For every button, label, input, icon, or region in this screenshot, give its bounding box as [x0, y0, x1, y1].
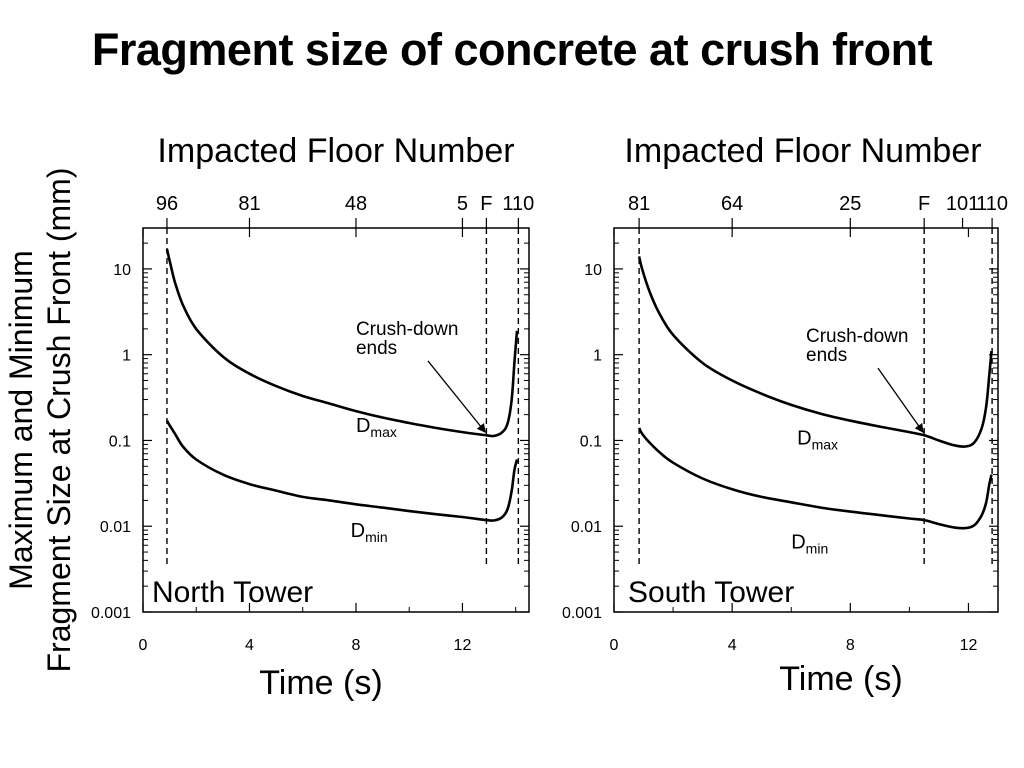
- panel-name: North Tower: [152, 576, 313, 609]
- y-tick-label: 0.001: [562, 605, 602, 622]
- series-label-subscript: max: [812, 436, 838, 452]
- top-tick-label: F: [480, 193, 492, 215]
- series-label-subscript: max: [370, 424, 396, 440]
- top-tick-label: 5: [457, 193, 468, 215]
- series-line-dmax: [165, 248, 519, 438]
- top-tick-label: 101: [946, 193, 979, 215]
- x-tick-label: 4: [728, 637, 737, 654]
- annotation-text: Crush-down: [806, 326, 908, 347]
- series-label-main: D: [791, 531, 805, 553]
- plot-frame: [142, 227, 530, 613]
- annotation-text: Crush-down: [356, 319, 458, 340]
- series-label-dmin: Dmin: [791, 531, 828, 556]
- top-tick-label: 25: [839, 193, 861, 215]
- series-label-main: D: [797, 427, 811, 449]
- y-tick-label: 10: [113, 262, 131, 279]
- top-tick-label: F: [918, 193, 930, 215]
- y-tick-label: 1: [593, 348, 602, 365]
- y-tick-label: 1: [122, 348, 131, 365]
- page-title: Fragment size of concrete at crush front: [91, 24, 933, 75]
- y-tick-label: 0.01: [100, 519, 131, 536]
- y-axis-label-line-2: Fragment Size at Crush Front (mm): [41, 168, 77, 673]
- top-tick-label: 96: [156, 193, 178, 215]
- annotation-arrow: [427, 360, 486, 433]
- x-tick-label: 4: [245, 637, 254, 654]
- y-tick-label: 0.1: [109, 433, 131, 450]
- x-axis-label: Time (s): [779, 660, 902, 698]
- series-line-dmax: [637, 256, 993, 448]
- series-label-main: D: [351, 520, 365, 542]
- series-line-dmin: [637, 427, 993, 530]
- series-line-dmin: [165, 420, 519, 522]
- series-label-dmax: Dmax: [356, 415, 397, 440]
- top-tick-label: 110: [976, 193, 1008, 215]
- x-tick-label: 12: [454, 637, 472, 654]
- annotation-text: ends: [356, 338, 397, 359]
- top-tick-label: 110: [502, 193, 534, 215]
- series-label-dmin: Dmin: [351, 520, 388, 545]
- y-axis-label-line-1: Maximum and Minimum: [3, 250, 39, 590]
- top-axis-label: Impacted Floor Number: [624, 132, 981, 170]
- y-tick-label: 0.1: [580, 433, 602, 450]
- x-tick-label: 12: [960, 637, 978, 654]
- top-axis-label: Impacted Floor Number: [157, 132, 514, 170]
- top-tick-label: 81: [628, 193, 650, 215]
- series-label-dmax: Dmax: [797, 427, 838, 452]
- y-tick-label: 0.01: [571, 519, 602, 536]
- x-tick-label: 0: [139, 637, 148, 654]
- x-axis-label: Time (s): [259, 664, 382, 702]
- panel-name: South Tower: [628, 576, 794, 609]
- x-tick-label: 8: [352, 637, 361, 654]
- series-label-main: D: [356, 415, 370, 437]
- y-tick-label: 10: [584, 262, 602, 279]
- series-label-subscript: min: [365, 529, 388, 545]
- top-tick-label: 81: [238, 193, 260, 215]
- annotation-arrow: [877, 367, 924, 433]
- top-tick-label: 64: [721, 193, 743, 215]
- series-label-subscript: min: [806, 540, 829, 556]
- plot-frame: [613, 227, 999, 613]
- y-tick-label: 0.001: [91, 605, 131, 622]
- annotation-text: ends: [806, 345, 847, 366]
- top-tick-label: 48: [345, 193, 367, 215]
- x-tick-label: 0: [610, 637, 619, 654]
- x-tick-label: 8: [846, 637, 855, 654]
